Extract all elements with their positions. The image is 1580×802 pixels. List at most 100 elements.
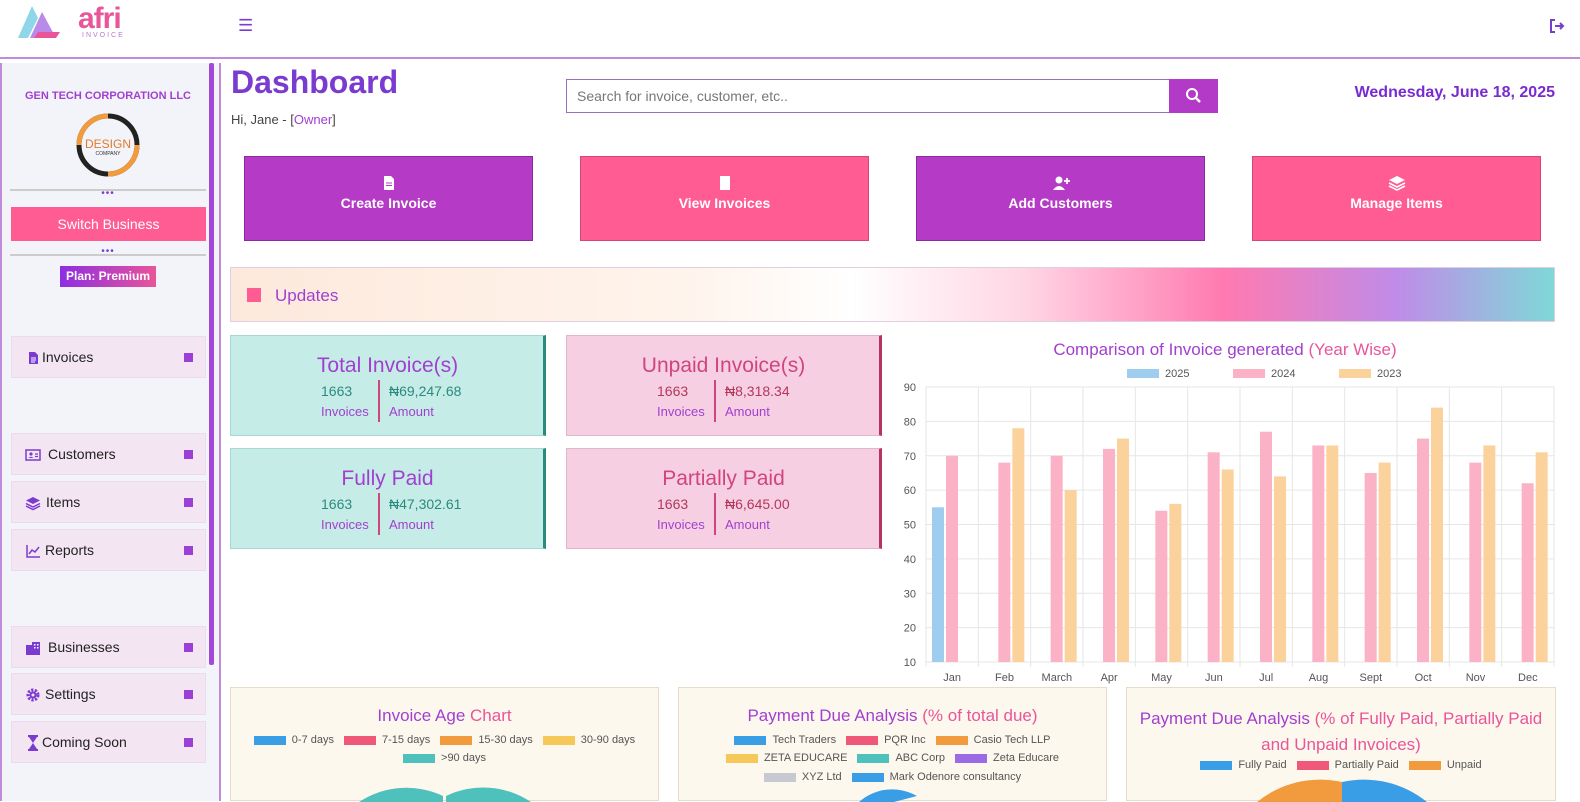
- add-customers-button[interactable]: Add Customers: [916, 156, 1205, 241]
- legend-label: Zeta Educare: [993, 752, 1060, 764]
- manage-items-button[interactable]: Manage Items: [1252, 156, 1541, 241]
- payment-due-pie: [859, 789, 917, 802]
- legend-item[interactable]: Fully Paid: [1200, 759, 1287, 771]
- legend-label: Partially Paid: [1334, 759, 1399, 771]
- user-plus-icon: [1053, 176, 1070, 190]
- gear-icon: [26, 688, 40, 702]
- sidebar-item-reports[interactable]: Reports: [11, 529, 206, 571]
- building-icon: [26, 642, 40, 655]
- more-dots-icon[interactable]: •••: [101, 246, 115, 257]
- add-customers-label: Add Customers: [1008, 195, 1113, 211]
- plan-badge: Plan: Premium: [60, 266, 156, 287]
- legend-item[interactable]: Unpaid: [1408, 759, 1482, 771]
- legend-item[interactable]: PQR Inc: [846, 734, 926, 746]
- legend-item[interactable]: Tech Traders: [734, 734, 836, 746]
- legend-swatch: [1339, 369, 1371, 378]
- legend-swatch: [935, 735, 968, 745]
- legend-item[interactable]: Casio Tech LLP: [935, 734, 1051, 746]
- stat-amount-label: Amount: [389, 517, 434, 532]
- greeting: Hi, Jane - [Owner]: [231, 112, 336, 127]
- expand-indicator-icon: [184, 353, 193, 362]
- stat-count: 1663: [657, 383, 689, 399]
- hamburger-menu-icon[interactable]: ☰: [238, 16, 254, 35]
- stat-amount: ₦6,645.00: [725, 496, 790, 512]
- hourglass-icon: [28, 735, 38, 751]
- sidebar-item-items[interactable]: Items: [11, 481, 206, 523]
- y-tick-label: 20: [904, 623, 916, 635]
- legend-swatch: [1127, 369, 1159, 378]
- sidebar-item-businesses[interactable]: Businesses: [11, 626, 206, 668]
- bar-2023-dec: [1535, 452, 1548, 662]
- greeting-suffix: ]: [332, 112, 336, 127]
- legend-row: Fully Paid Partially Paid Unpaid: [1127, 759, 1555, 771]
- more-dots-icon[interactable]: •••: [101, 188, 115, 199]
- logo-mark-icon: [18, 6, 60, 38]
- legend-item[interactable]: 30-90 days: [542, 734, 635, 746]
- partially-paid-card[interactable]: Partially Paid 1663 ₦6,645.00 Invoices A…: [566, 448, 882, 549]
- legend-item[interactable]: ZETA EDUCARE: [725, 752, 847, 764]
- bar-2024-oct: [1417, 438, 1429, 662]
- stat-count-label: Invoices: [657, 404, 705, 419]
- legend-label: 15-30 days: [478, 734, 533, 746]
- sidebar-item-settings[interactable]: Settings: [11, 673, 206, 715]
- legend-item[interactable]: 0-7 days: [253, 734, 334, 746]
- sidebar-item-customers[interactable]: Customers: [11, 433, 206, 475]
- app-logo[interactable]: afri INVOICE: [16, 2, 123, 42]
- fully-paid-card[interactable]: Fully Paid 1663 ₦47,302.61 Invoices Amou…: [230, 448, 546, 549]
- sidebar-scrollbar[interactable]: [209, 63, 214, 665]
- payment-due-panel: Payment Due Analysis (% of total due) Te…: [678, 687, 1107, 802]
- panel-title-main: Payment Due Analysis: [747, 706, 918, 725]
- y-tick-label: 90: [904, 382, 916, 394]
- legend-swatch: [1233, 369, 1265, 378]
- sidebar-item-coming-soon[interactable]: Coming Soon: [11, 721, 206, 763]
- divider: [10, 254, 206, 256]
- panel-title: Payment Due Analysis (% of total due): [679, 706, 1106, 726]
- sidebar-item-label: Coming Soon: [42, 734, 127, 750]
- sidebar-item-invoices[interactable]: Invoices: [11, 336, 206, 378]
- legend-label: 7-15 days: [382, 734, 431, 746]
- search-input[interactable]: [566, 79, 1170, 113]
- legend-item[interactable]: Partially Paid: [1296, 759, 1399, 771]
- company-name: GEN TECH CORPORATION LLC: [24, 90, 191, 102]
- legend-label: >90 days: [441, 752, 486, 764]
- bar-2024-aug: [1312, 445, 1325, 662]
- y-tick-label: 10: [904, 657, 916, 669]
- stat-divider: [378, 380, 380, 422]
- legend-item[interactable]: Mark Odenore consultancy: [851, 771, 1021, 783]
- stat-divider: [378, 493, 380, 535]
- legend-swatch: [955, 753, 987, 763]
- bar-2024-may: [1155, 510, 1168, 662]
- bar-2024-dec: [1521, 483, 1534, 662]
- search-icon: [1186, 88, 1201, 103]
- legend-item[interactable]: 7-15 days: [344, 734, 430, 746]
- unpaid-invoices-card[interactable]: Unpaid Invoice(s) 1663 ₦8,318.34 Invoice…: [566, 335, 882, 436]
- logout-icon[interactable]: [1548, 17, 1566, 35]
- legend-item[interactable]: 15-30 days: [440, 734, 533, 746]
- sidebar-item-label: Items: [46, 494, 81, 510]
- view-invoices-button[interactable]: View Invoices: [580, 156, 869, 241]
- legend-item[interactable]: XYZ Ltd: [763, 771, 842, 783]
- bar-2023-aug: [1326, 445, 1339, 662]
- stat-title: Partially Paid: [662, 467, 785, 490]
- legend-row: Tech Traders PQR Inc Casio Tech LLP: [679, 734, 1106, 746]
- panel-title-main: Payment Due Analysis: [1139, 709, 1310, 728]
- stat-divider: [714, 380, 716, 422]
- updates-banner[interactable]: Updates: [230, 267, 1555, 322]
- legend-item[interactable]: Zeta Educare: [955, 752, 1059, 764]
- company-logo-text: DESIGN: [85, 137, 131, 151]
- legend-item[interactable]: >90 days: [403, 752, 486, 764]
- expand-indicator-icon: [184, 738, 193, 747]
- stat-count-label: Invoices: [321, 404, 369, 419]
- switch-business-button[interactable]: Switch Business: [11, 207, 206, 241]
- total-invoices-card[interactable]: Total Invoice(s) 1663 ₦69,247.68 Invoice…: [230, 335, 546, 436]
- stat-count: 1663: [657, 496, 689, 512]
- create-invoice-button[interactable]: Create Invoice: [244, 156, 533, 241]
- pie-slice: [1342, 779, 1427, 802]
- search-button[interactable]: [1169, 79, 1218, 113]
- invoice-age-panel: Invoice Age Chart 0-7 days 7-15 days 15-30…: [230, 687, 659, 802]
- legend-item[interactable]: ABC Corp: [857, 752, 945, 764]
- page-title: Dashboard: [231, 64, 399, 100]
- sidebar-item-label: Businesses: [48, 639, 120, 655]
- legend-swatch: [846, 735, 879, 745]
- legend-label: 2025: [1165, 368, 1189, 380]
